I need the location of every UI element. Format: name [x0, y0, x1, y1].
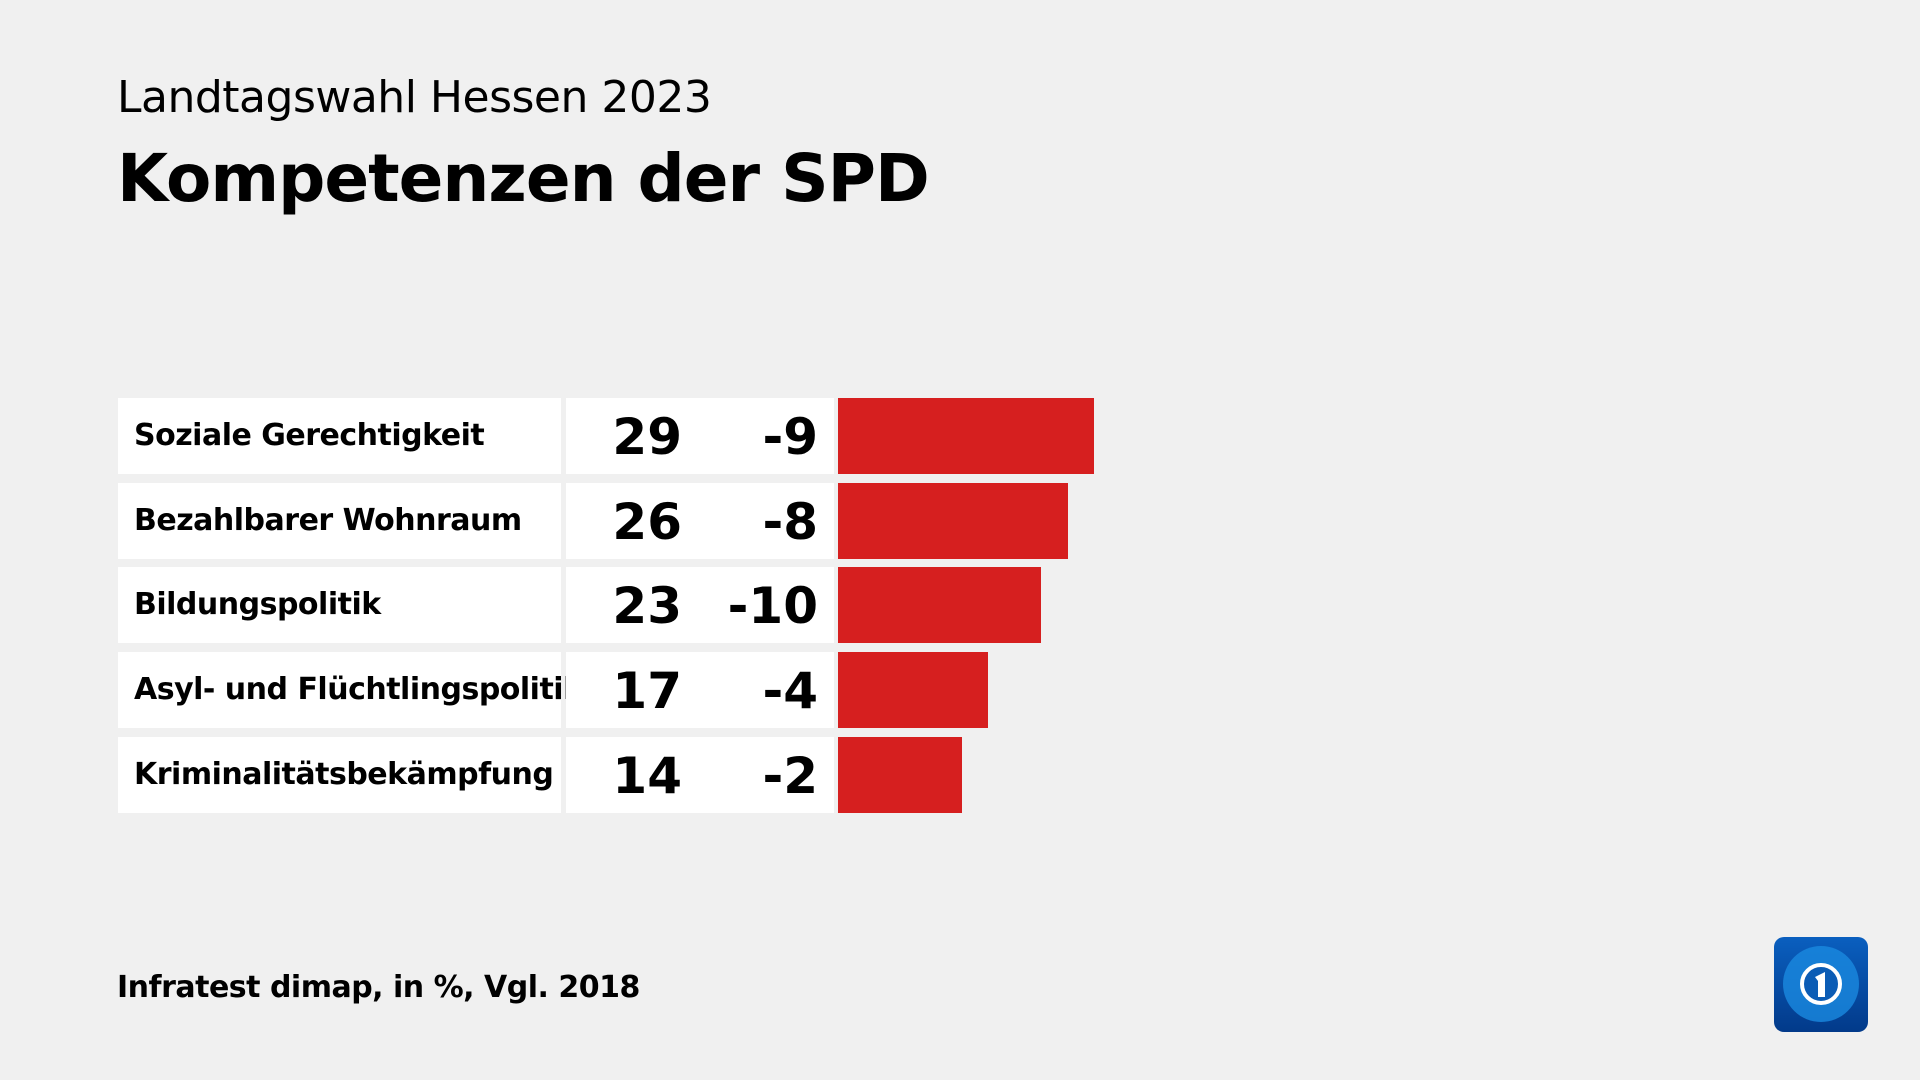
values-box: 23 -10 [566, 567, 834, 644]
chart-subtitle: Landtagswahl Hessen 2023 [117, 72, 712, 123]
value-label: 14 [612, 746, 682, 805]
bar [838, 736, 962, 813]
value-label: 17 [612, 662, 682, 721]
category-label: Bezahlbarer Wohnraum [134, 502, 522, 538]
change-label: -10 [727, 577, 818, 636]
change-label: -8 [762, 492, 818, 551]
category-label-box: Bezahlbarer Wohnraum [118, 482, 561, 559]
change-label: -2 [762, 746, 818, 805]
bar [838, 398, 1095, 474]
values-box: 17 -4 [566, 652, 834, 729]
tagesschau-logo-icon [1774, 937, 1868, 1032]
chart-title: Kompetenzen der SPD [117, 140, 930, 217]
change-label: -4 [762, 662, 818, 721]
category-label-box: Bildungspolitik [118, 567, 561, 644]
category-label-box: Asyl- und Flüchtlingspolitik [118, 652, 583, 729]
category-label-box: Soziale Gerechtigkeit [118, 398, 561, 474]
value-label: 29 [612, 408, 682, 466]
bar [838, 652, 989, 729]
category-label: Asyl- und Flüchtlingspolitik [134, 672, 583, 708]
values-box: 14 -2 [566, 736, 834, 813]
category-label: Bildungspolitik [134, 587, 381, 623]
bar [838, 482, 1068, 559]
values-box: 29 -9 [566, 398, 834, 474]
source-note: Infratest dimap, in %, Vgl. 2018 [117, 970, 640, 1005]
category-label: Soziale Gerechtigkeit [134, 418, 485, 453]
value-label: 26 [612, 492, 682, 551]
value-label: 23 [612, 577, 682, 636]
category-label-box: Kriminalitätsbekämpfung [118, 736, 561, 813]
bar [838, 567, 1042, 644]
change-label: -9 [762, 408, 818, 466]
category-label: Kriminalitätsbekämpfung [134, 756, 554, 792]
values-box: 26 -8 [566, 482, 834, 559]
